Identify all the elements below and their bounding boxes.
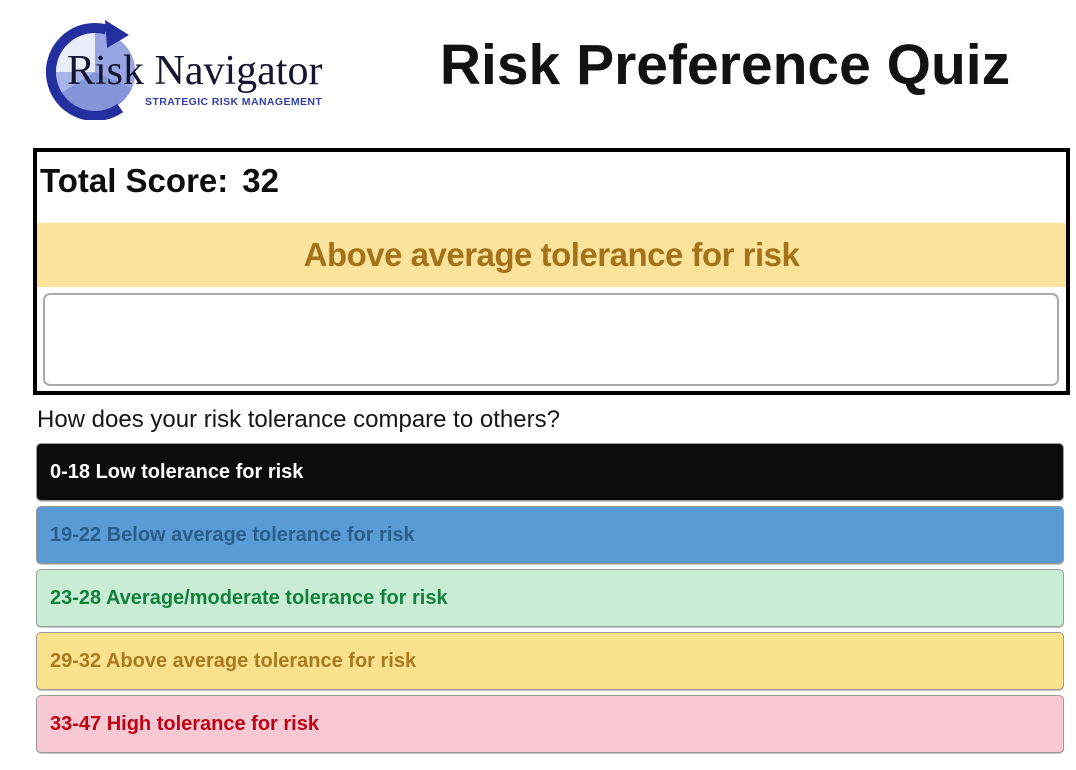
- total-score-line: Total Score: 32: [40, 162, 279, 200]
- range-bar-average: 23-28 Average/moderate tolerance for ris…: [36, 569, 1064, 627]
- page-title: Risk Preference Quiz: [439, 33, 1011, 97]
- range-bar-high: 33-47 High tolerance for risk: [36, 695, 1064, 753]
- notes-box: [43, 293, 1059, 386]
- logo-tagline: STRATEGIC RISK MANAGEMENT: [145, 96, 323, 108]
- risk-navigator-logo: Risk Navigator STRATEGIC RISK MANAGEMENT: [45, 20, 350, 122]
- range-bar-below-average: 19-22 Below average tolerance for risk: [36, 506, 1064, 564]
- logo-brand-text: Risk Navigator: [67, 48, 323, 94]
- total-score-label: Total Score:: [40, 162, 229, 199]
- risk-range-list: 0-18 Low tolerance for risk 19-22 Below …: [36, 443, 1064, 753]
- result-banner: Above average tolerance for risk: [37, 223, 1066, 287]
- range-bar-low: 0-18 Low tolerance for risk: [36, 443, 1064, 501]
- range-bar-above-average: 29-32 Above average tolerance for risk: [36, 632, 1064, 690]
- circular-arrow-pie-icon: [45, 20, 136, 120]
- total-score-value: 32: [242, 162, 279, 199]
- score-panel: Total Score: 32 Above average tolerance f…: [33, 148, 1070, 395]
- comparison-question: How does your risk tolerance compare to …: [37, 406, 560, 433]
